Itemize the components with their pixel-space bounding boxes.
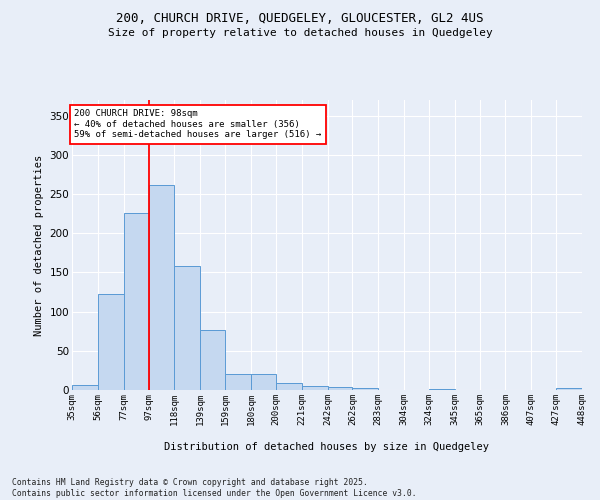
Bar: [556, 388, 582, 390]
Bar: [175, 266, 200, 390]
Bar: [200, 330, 225, 390]
Bar: [302, 386, 328, 390]
Text: 200, CHURCH DRIVE, QUEDGELEY, GLOUCESTER, GL2 4US: 200, CHURCH DRIVE, QUEDGELEY, GLOUCESTER…: [116, 12, 484, 26]
Bar: [352, 388, 378, 390]
Bar: [429, 389, 455, 390]
Bar: [328, 387, 352, 390]
Text: 200 CHURCH DRIVE: 98sqm
← 40% of detached houses are smaller (356)
59% of semi-d: 200 CHURCH DRIVE: 98sqm ← 40% of detache…: [74, 110, 322, 139]
Bar: [328, 387, 352, 390]
Bar: [200, 330, 225, 390]
Bar: [98, 294, 124, 390]
Bar: [251, 374, 276, 390]
Bar: [149, 184, 175, 390]
Text: Size of property relative to detached houses in Quedgeley: Size of property relative to detached ho…: [107, 28, 493, 38]
Y-axis label: Number of detached properties: Number of detached properties: [34, 154, 44, 336]
Bar: [352, 388, 378, 390]
Bar: [98, 294, 124, 390]
Bar: [276, 383, 302, 390]
Bar: [149, 184, 175, 390]
Bar: [124, 213, 149, 390]
Bar: [175, 266, 200, 390]
Text: Contains HM Land Registry data © Crown copyright and database right 2025.
Contai: Contains HM Land Registry data © Crown c…: [12, 478, 416, 498]
Bar: [225, 374, 251, 390]
Bar: [429, 389, 455, 390]
Bar: [302, 386, 328, 390]
Text: Distribution of detached houses by size in Quedgeley: Distribution of detached houses by size …: [164, 442, 490, 452]
Bar: [72, 384, 98, 390]
Bar: [72, 384, 98, 390]
Bar: [124, 213, 149, 390]
Bar: [276, 383, 302, 390]
Bar: [225, 374, 251, 390]
Bar: [251, 374, 276, 390]
Bar: [556, 388, 582, 390]
